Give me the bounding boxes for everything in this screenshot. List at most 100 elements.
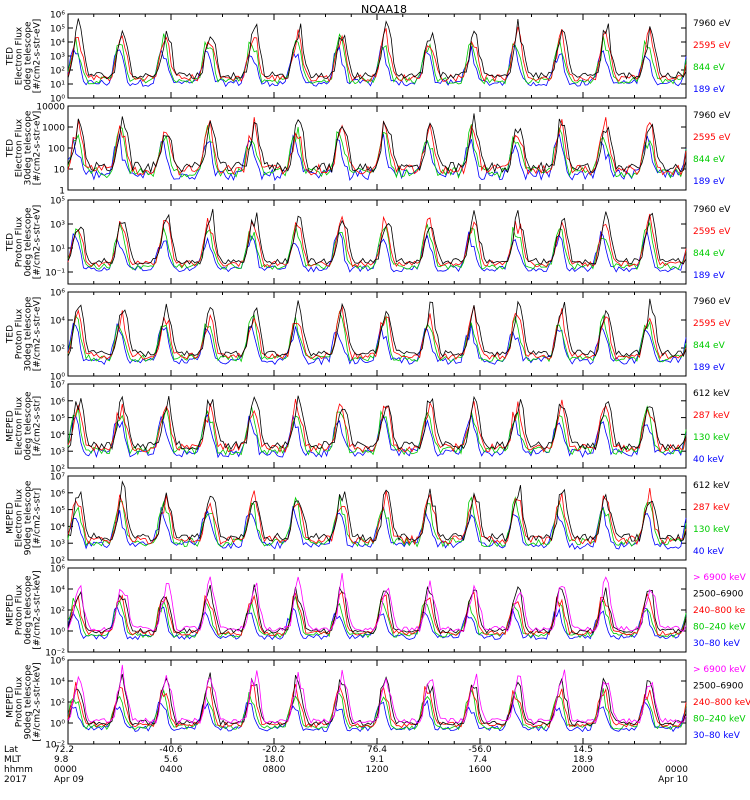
y-axis-label-line: 0deg telescope [24, 21, 34, 91]
panel-frame [67, 383, 687, 469]
y-tick-label: 10³ [50, 448, 65, 458]
series-trace [67, 322, 687, 366]
legend-entry: 80–240 keV [693, 715, 746, 725]
y-tick-label: 10⁴ [50, 317, 65, 327]
x-tick-label-hhmm: 1600 [469, 765, 492, 775]
legend-entry: 287 keV [693, 411, 730, 421]
x-tick-label-lat: -20.2 [262, 745, 285, 755]
series-trace [67, 572, 687, 633]
y-axis-label-line: 0deg telescope [24, 391, 34, 461]
y-axis-label-line: 90deg telescope [24, 480, 34, 555]
legend-entry: 7960 eV [693, 297, 731, 307]
y-tick-label: 10² [50, 699, 65, 709]
y-axis-label-line: 0deg telescope [24, 207, 34, 277]
y-axis-label-line: TED [6, 47, 16, 66]
y-tick-label: 10² [50, 557, 65, 567]
series-trace [67, 672, 687, 726]
y-tick-label: 100 [48, 145, 65, 155]
y-axis-label-line: Proton Flux [15, 308, 25, 359]
y-tick-label: 10⁶ [50, 565, 65, 575]
legend-entry: 2595 eV [693, 133, 731, 143]
series-trace [67, 413, 687, 459]
y-tick-label: 1000 [42, 124, 65, 134]
panel-6: 10² 10³ 10⁴ 10⁵ 10⁶ 10⁷ MEPEDElectron Flux90de… [6, 473, 731, 567]
panel-7: 10⁻² 10⁰ 10² 10⁴ 10⁶ MEPEDProton Flux0deg tel… [6, 565, 747, 659]
y-axis-label-line: [#/cm2-s-str-eV] [33, 297, 43, 372]
x-tick-label-hhmm: 1200 [366, 765, 389, 775]
legend-entry: 240–800 ke [693, 606, 746, 616]
x-tick-label-lat: -56.0 [468, 745, 492, 755]
legend-entry: 30–80 keV [693, 731, 741, 741]
y-axis-label-line: Electron Flux [15, 396, 25, 455]
y-tick-label: 10⁻² [45, 649, 65, 659]
x-tick-label-date: Apr 10 [658, 775, 688, 785]
y-tick-label: 10⁰ [50, 720, 65, 730]
y-tick-label: 10⁰ [50, 373, 65, 383]
legend-entry: 189 eV [693, 85, 726, 95]
x-tick-label-lat: -40.6 [159, 745, 183, 755]
legend-entry: 189 eV [693, 271, 726, 281]
x-tick-label-mlt: 18.9 [573, 755, 593, 765]
series-trace [67, 18, 687, 80]
x-tick-label-mlt: 5.6 [164, 755, 179, 765]
panel-frame [67, 659, 687, 745]
y-tick-label: 10³ [50, 540, 65, 550]
series-trace [67, 591, 687, 636]
y-tick-label: 10⁴ [50, 431, 65, 441]
y-tick-label: 10⁰ [50, 95, 65, 105]
legend-entry: 844 eV [693, 341, 726, 351]
y-axis-label-line: Proton Flux [15, 676, 25, 727]
series-trace [67, 221, 687, 271]
y-axis-label-line: TED [6, 139, 16, 158]
x-tick-label-hhmm: 0000 [665, 765, 688, 775]
series-trace [67, 480, 687, 543]
series-trace [67, 26, 687, 83]
y-axis-label-line: [#/cm2-s-str] [33, 396, 43, 456]
x-row-label: MLT [4, 755, 22, 765]
y-axis-label: MEPEDProton Flux0deg telescope[#/cm2-s-s… [6, 570, 43, 649]
y-tick-label: 10 [54, 166, 66, 176]
series-trace [67, 113, 687, 174]
x-tick-label-mlt: 18.0 [264, 755, 284, 765]
y-axis-label: MEPEDElectron Flux0deg telescope[#/cm2-s… [6, 391, 43, 461]
y-axis-label-line: TED [6, 233, 16, 252]
y-tick-label: 10⁵ [50, 25, 65, 35]
y-axis-label-line: TED [6, 325, 16, 344]
y-axis-label: TEDProton Flux0deg telescope[#/cm2-s-str… [6, 205, 43, 280]
y-axis-label-line: 0deg telescope [24, 575, 34, 645]
x-tick-label-mlt: 9.1 [370, 755, 384, 765]
legend-entry: 130 keV [693, 525, 730, 535]
panel-1: 10⁰ 10¹ 10² 10³ 10⁴ 10⁵ 10⁶ TEDElectron Flux0de… [6, 11, 732, 105]
series-trace [67, 395, 687, 451]
x-row-label: 2017 [4, 775, 27, 785]
y-tick-label: 10⁵ [50, 414, 65, 424]
y-tick-label: 10⁶ [50, 657, 65, 667]
y-axis-label-line: [#/cm2-s-str-eV] [33, 19, 43, 94]
x-row-label: Lat [4, 745, 19, 755]
panel-frame [67, 13, 687, 99]
y-tick-label: 10² [50, 345, 65, 355]
panel-8: 10⁻² 10⁰ 10² 10⁴ 10⁶ MEPEDProton Flux90deg te… [6, 657, 750, 751]
y-tick-label: 10000 [36, 103, 65, 113]
y-axis-label-line: 30deg telescope [24, 110, 34, 185]
y-axis-label: MEPEDProton Flux90deg telescope[#/cm2-s-… [6, 662, 43, 741]
y-axis-label-line: MEPED [6, 502, 16, 534]
legend-entry: 7960 eV [693, 19, 731, 29]
y-axis-label: TEDElectron Flux0deg telescope[#/cm2-s-s… [6, 19, 43, 94]
y-tick-label: 10⁴ [50, 39, 65, 49]
legend-entry: 80–240 keV [693, 623, 746, 633]
legend-entry: > 6900 keV [693, 665, 747, 675]
series-trace [67, 298, 687, 358]
legend-entry: 7960 eV [693, 111, 731, 121]
panel-5: 10² 10³ 10⁴ 10⁵ 10⁶ 10⁷ MEPEDElectron Flux0deg… [6, 381, 731, 475]
y-tick-label: 10¹ [50, 245, 65, 255]
x-tick-label-mlt: 9.8 [54, 755, 69, 765]
y-tick-label: 10³ [50, 221, 65, 231]
legend-entry: 2500–6900 [693, 590, 744, 600]
series-trace [67, 664, 687, 724]
y-tick-label: 10⁶ [50, 289, 65, 299]
legend-entry: 844 eV [693, 63, 726, 73]
